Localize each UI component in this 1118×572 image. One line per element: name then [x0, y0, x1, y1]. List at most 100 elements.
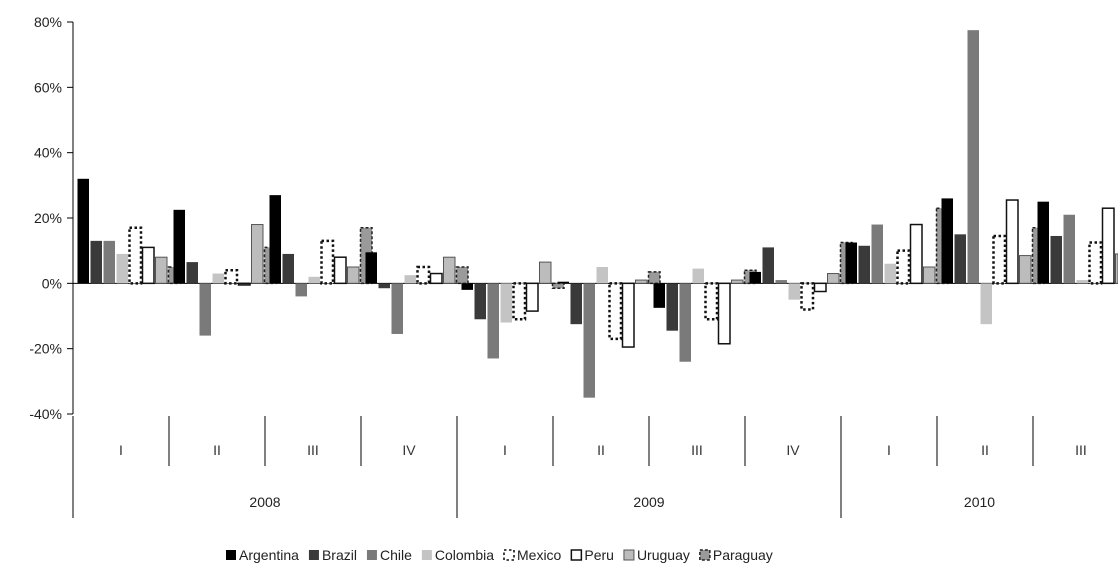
year-label: 2008 — [249, 494, 280, 510]
quarter-label: IV — [402, 442, 416, 458]
bar-uruguay — [1115, 253, 1118, 284]
legend-swatch-argentina — [226, 550, 236, 560]
legend-label-mexico: Mexico — [517, 547, 562, 563]
bar-chile — [391, 283, 403, 334]
bar-argentina — [365, 252, 377, 284]
bar-uruguay — [251, 224, 264, 284]
bar-colombia — [692, 268, 704, 284]
legend-label-argentina: Argentina — [239, 547, 299, 563]
bar-mexico — [512, 282, 527, 321]
quarter-label: IV — [786, 442, 800, 458]
quarter-label: I — [119, 442, 123, 458]
bar-argentina — [77, 178, 89, 284]
bar-uruguay — [731, 279, 744, 284]
bar-uruguay — [827, 273, 840, 284]
bar-chile — [295, 283, 307, 297]
quarter-label: II — [213, 442, 221, 458]
y-tick-label: 80% — [34, 14, 62, 30]
bar-colombia — [980, 283, 992, 325]
quarter-label: III — [691, 442, 703, 458]
legend-label-peru: Peru — [584, 547, 614, 563]
bar-colombia — [1076, 280, 1088, 284]
bar-chile — [103, 240, 115, 284]
bar-brazil — [378, 283, 390, 289]
bar-colombia — [212, 273, 224, 284]
legend-swatch-brazil — [308, 550, 319, 560]
bar-colombia — [884, 263, 896, 284]
bar-uruguay — [347, 266, 360, 284]
legend-label-chile: Chile — [380, 547, 412, 563]
legend-label-uruguay: Uruguay — [637, 547, 690, 563]
bar-colombia — [596, 267, 608, 284]
year-label: 2010 — [964, 494, 995, 510]
bar-colombia — [500, 283, 512, 323]
bar-peru — [1101, 207, 1115, 285]
bar-uruguay — [539, 261, 552, 284]
bar-argentina — [173, 209, 185, 284]
bar-uruguay — [635, 279, 648, 284]
bar-argentina — [557, 281, 569, 284]
quarter-label: I — [503, 442, 507, 458]
bar-mexico — [608, 282, 623, 341]
quarter-label: III — [307, 442, 319, 458]
bar-colombia — [788, 283, 800, 300]
bar-uruguay — [155, 256, 168, 284]
bar-mexico — [416, 265, 431, 285]
y-tick-label: 20% — [34, 210, 62, 226]
bar-brazil — [90, 240, 102, 284]
bar-peru — [813, 282, 827, 293]
bar-chile — [1063, 214, 1075, 284]
bar-mexico — [704, 282, 719, 321]
bar-colombia — [116, 253, 128, 284]
bar-uruguay — [1019, 255, 1032, 284]
y-axis: 80% 60% 40% 20% 0% -20% -40% — [29, 14, 74, 422]
bar-peru — [717, 282, 731, 345]
year-label: 2009 — [633, 494, 664, 510]
bar-peru — [333, 256, 347, 285]
bar-mexico — [1088, 241, 1103, 285]
quarter-label: II — [597, 442, 605, 458]
y-tick-label: -20% — [29, 341, 62, 357]
bar-paraguay — [647, 271, 661, 285]
bar-argentina — [749, 271, 761, 284]
bar-mexico — [320, 239, 335, 285]
bar-chile — [583, 283, 595, 398]
legend-label-colombia: Colombia — [435, 547, 494, 563]
bar-mexico — [224, 269, 239, 285]
bar-brazil — [954, 234, 966, 284]
legend-swatch-colombia — [421, 550, 432, 560]
bar-chile — [487, 283, 499, 359]
legend-swatch-chile — [366, 550, 377, 560]
legend-swatch-peru — [570, 549, 583, 561]
bar-argentina — [653, 283, 665, 308]
y-tick-label: 0% — [42, 275, 62, 291]
bar-argentina — [269, 195, 281, 284]
bar-peru — [621, 282, 635, 348]
bar-colombia — [404, 275, 416, 284]
bar-mexico — [992, 234, 1007, 285]
bar-paraguay — [455, 266, 469, 285]
bar-chile — [775, 280, 787, 284]
bar-mexico — [896, 249, 911, 285]
y-tick-label: -40% — [29, 406, 62, 422]
quarter-label: III — [1075, 442, 1087, 458]
bar-mexico — [128, 226, 143, 285]
bar-brazil — [666, 283, 678, 331]
bar-argentina — [941, 198, 953, 284]
bar-brazil — [474, 283, 486, 320]
bar-argentina — [845, 242, 857, 284]
bar-peru — [909, 223, 923, 285]
bar-peru — [141, 246, 155, 285]
bar-peru — [525, 282, 539, 312]
bar-argentina — [1037, 201, 1049, 284]
bar-peru — [237, 282, 251, 286]
bar-brazil — [762, 247, 774, 284]
bar-brazil — [1050, 235, 1062, 284]
bar-peru — [1005, 199, 1019, 285]
bar-chile — [679, 283, 691, 362]
bar-colombia — [308, 276, 320, 284]
bar-peru — [429, 272, 443, 285]
legend-label-paraguay: Paraguay — [713, 547, 773, 563]
